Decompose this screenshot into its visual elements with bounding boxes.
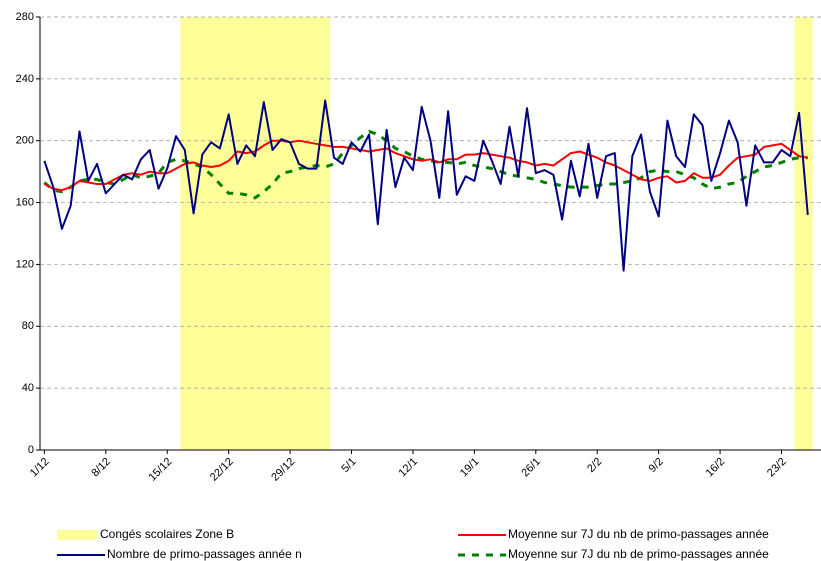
series-line [43,129,808,200]
legend-swatch [57,530,97,540]
holiday-bar [233,17,243,450]
series-line [43,99,809,272]
x-tick-label: 26/1 [519,456,543,480]
x-tick-label: 9/2 [647,456,666,475]
holiday-bar [303,17,313,450]
holiday-bar [794,17,804,450]
holiday-bar [285,17,295,450]
legend-label: Moyenne sur 7J du nb de primo-passages a… [508,547,769,561]
y-tick-label: 200 [16,135,34,147]
legend-label: Moyenne sur 7J du nb de primo-passages a… [508,527,769,541]
x-tick-label: 23/2 [765,456,789,480]
x-tick-label: 2/2 [585,456,604,475]
y-tick-label: 280 [16,11,34,23]
y-tick-label: 120 [16,258,34,270]
holiday-bar [320,17,331,450]
legend-label: Nombre de primo-passages année n [107,547,302,561]
holiday-bar [294,17,304,450]
holiday-bar [189,17,199,450]
holiday-bar [224,17,234,450]
holiday-bar [250,17,260,450]
holiday-bar [259,17,269,450]
y-tick-label: 160 [16,196,34,208]
holiday-bar [803,17,813,450]
y-tick-label: 0 [28,444,34,456]
x-tick-label: 19/1 [458,456,482,480]
holiday-bar [268,17,278,450]
x-tick-label: 12/1 [396,456,420,480]
x-tick-label: 1/12 [28,456,52,480]
x-tick-label: 5/1 [339,456,358,475]
holiday-bar [197,17,208,450]
x-tick-label: 29/12 [269,456,297,484]
holiday-bar [276,17,287,450]
holiday-bar [180,17,190,450]
holiday-bar [206,17,217,450]
holiday-bar [312,17,322,450]
holiday-bar [241,17,252,450]
series-line [43,139,808,192]
y-tick-label: 240 [16,73,34,85]
y-tick-label: 40 [22,382,34,394]
x-tick-label: 8/12 [89,456,113,480]
x-tick-label: 15/12 [146,456,174,484]
y-tick-label: 80 [22,320,34,332]
x-tick-label: 16/2 [704,456,728,480]
holiday-bar [215,17,225,450]
legend-label: Congés scolaires Zone B [100,527,234,541]
x-tick-label: 22/12 [208,456,236,484]
